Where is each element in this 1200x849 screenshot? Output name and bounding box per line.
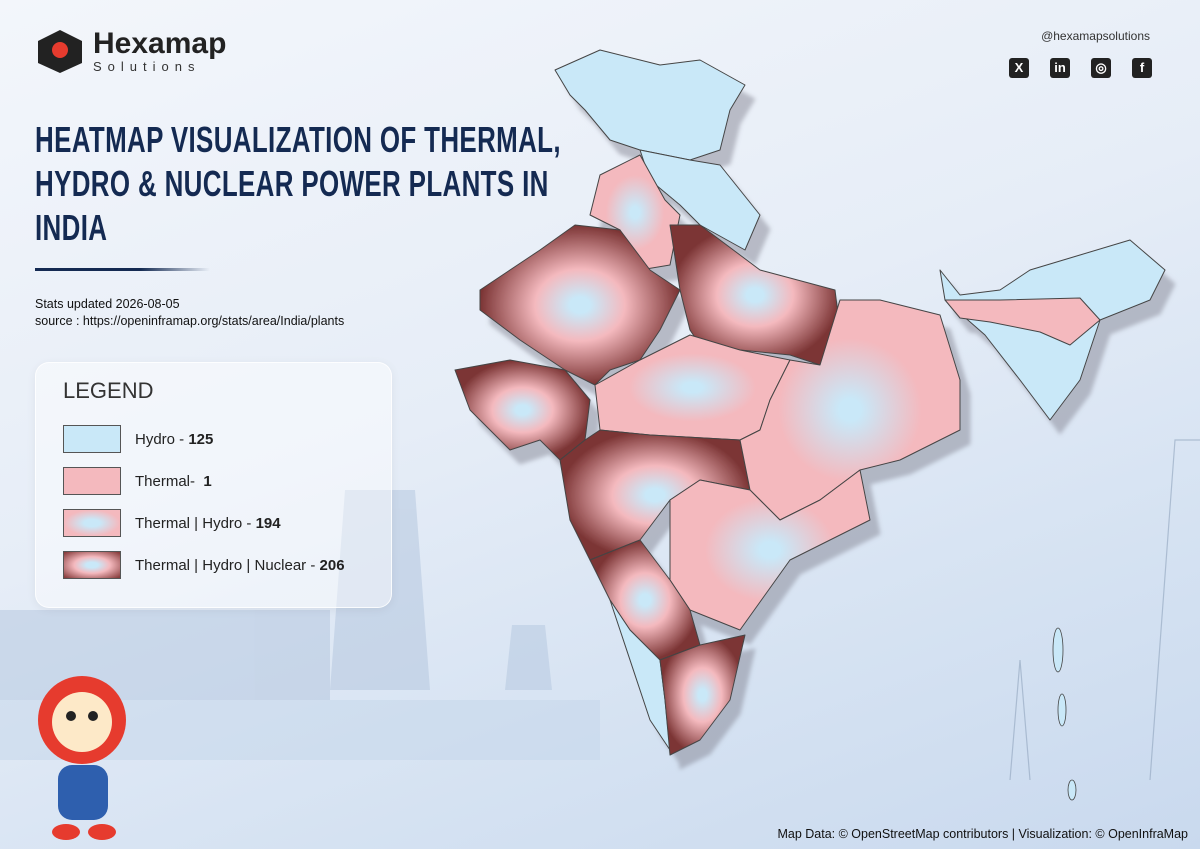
stats-source: source : https://openinframap.org/stats/… <box>35 314 345 328</box>
title-rule <box>35 268 210 271</box>
social-handle: @hexamapsolutions <box>1041 29 1150 43</box>
region-thermal-hydro-nuclear <box>669 224 841 366</box>
stats-updated: Stats updated 2026-08-05 <box>35 297 180 311</box>
swatch-thermal <box>63 467 121 495</box>
brand: Hexamap Solutions <box>35 28 226 74</box>
mascot <box>38 676 126 840</box>
legend-item: Thermal- 1 <box>63 467 212 495</box>
x-icon[interactable]: X <box>1009 58 1029 78</box>
legend-item: Hydro - 125 <box>63 425 213 453</box>
instagram-icon[interactable]: ◎ <box>1091 58 1111 78</box>
stats: Stats updated 2026-08-05 source : https:… <box>35 296 344 330</box>
region-thermal <box>944 297 1101 346</box>
legend-count: 1 <box>203 472 212 490</box>
swatch-thermal-hydro-nuclear <box>63 551 121 579</box>
region-hydro <box>639 149 761 251</box>
legend-item: Thermal | Hydro | Nuclear - 206 <box>63 551 345 579</box>
swatch-hydro <box>63 425 121 453</box>
legend-label: Hydro - <box>135 430 189 448</box>
title: HEATMAP VISUALIZATION OF THERMAL, HYDRO … <box>35 118 765 250</box>
region-thermal-hydro-nuclear <box>479 224 681 386</box>
facebook-icon[interactable]: f <box>1132 58 1152 78</box>
region-thermal-hydro <box>589 154 681 271</box>
footer-credit: Map Data: © OpenStreetMap contributors |… <box>777 827 1188 841</box>
legend-label: Thermal | Hydro - <box>135 514 256 532</box>
legend-label: Thermal | Hydro | Nuclear - <box>135 556 320 574</box>
linkedin-icon[interactable]: in <box>1050 58 1070 78</box>
legend-count: 206 <box>319 556 345 574</box>
brand-tagline: Solutions <box>93 58 201 74</box>
region-thermal-hydro <box>739 299 961 521</box>
legend-count: 194 <box>255 514 281 532</box>
swatch-thermal-hydro <box>63 509 121 537</box>
region-thermal-hydro-nuclear <box>659 634 746 756</box>
title-line: HYDRO & NUCLEAR POWER PLANTS IN <box>35 163 549 204</box>
legend-title: LEGEND <box>63 378 154 403</box>
brand-logo <box>38 30 82 73</box>
legend-count: 125 <box>188 430 214 448</box>
title-line: INDIA <box>35 207 108 248</box>
region-thermal-hydro-nuclear <box>454 359 591 461</box>
islands <box>1052 627 1077 801</box>
legend-label: Thermal- <box>135 472 204 490</box>
social-icons: X in ◎ f <box>1009 58 1152 78</box>
title-line: HEATMAP VISUALIZATION OF THERMAL, <box>35 119 561 160</box>
legend-item: Thermal | Hydro - 194 <box>63 509 281 537</box>
brand-name: Hexamap <box>93 26 227 60</box>
region-hydro <box>554 49 746 161</box>
legend: LEGEND Hydro - 125 Thermal- 1 Thermal | … <box>35 362 392 608</box>
